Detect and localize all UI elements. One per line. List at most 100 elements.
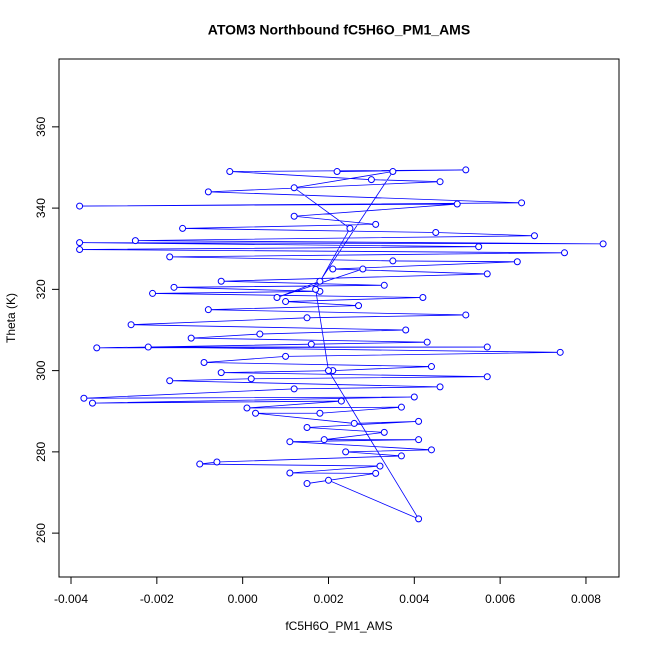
- y-tick-label: 360: [34, 117, 48, 137]
- x-tick-label: 0.004: [399, 592, 429, 606]
- data-point: [303, 480, 311, 488]
- x-tick-label: 0.002: [313, 592, 343, 606]
- data-point: [286, 469, 294, 477]
- data-point: [483, 373, 491, 381]
- data-point: [376, 462, 384, 470]
- data-point: [170, 283, 178, 291]
- data-point: [80, 394, 88, 402]
- data-point: [453, 200, 461, 208]
- data-point: [187, 334, 195, 342]
- data-point: [320, 436, 328, 444]
- data-point: [342, 448, 350, 456]
- data-point: [204, 306, 212, 314]
- data-point: [518, 199, 526, 207]
- data-point: [256, 330, 264, 338]
- chart-title: ATOM3 Northbound fC5H6O_PM1_AMS: [208, 22, 470, 38]
- data-point: [599, 240, 607, 248]
- y-tick-label: 280: [34, 442, 48, 462]
- data-point: [367, 176, 375, 184]
- y-tick-label: 260: [34, 523, 48, 543]
- data-point: [303, 423, 311, 431]
- data-point: [419, 293, 427, 301]
- data-point: [217, 369, 225, 377]
- data-point: [131, 237, 139, 245]
- data-point: [402, 326, 410, 334]
- x-tick-label: -0.004: [54, 592, 88, 606]
- x-tick-label: 0.000: [228, 592, 258, 606]
- x-tick-label: -0.002: [140, 592, 174, 606]
- data-point: [350, 419, 358, 427]
- data-point: [303, 314, 311, 322]
- data-point: [127, 321, 135, 329]
- data-point: [76, 246, 84, 254]
- data-point: [282, 352, 290, 360]
- data-point: [252, 409, 260, 417]
- data-point: [380, 281, 388, 289]
- data-point: [483, 343, 491, 351]
- data-point: [372, 469, 380, 477]
- data-point: [329, 265, 337, 273]
- data-point: [316, 277, 324, 285]
- data-point: [530, 232, 538, 240]
- data-point: [410, 393, 418, 401]
- data-point: [415, 417, 423, 425]
- data-point: [324, 476, 332, 484]
- data-point: [144, 343, 152, 351]
- data-point: [282, 298, 290, 306]
- data-point: [286, 438, 294, 446]
- data-point: [217, 277, 225, 285]
- data-point: [179, 224, 187, 232]
- data-point: [76, 202, 84, 210]
- data-point: [337, 397, 345, 405]
- data-point: [243, 404, 251, 412]
- data-point: [166, 253, 174, 261]
- data-point: [204, 188, 212, 196]
- data-point: [88, 399, 96, 407]
- data-point: [247, 375, 255, 383]
- data-point: [324, 367, 332, 375]
- data-point: [436, 178, 444, 186]
- data-point: [213, 458, 221, 466]
- data-point: [415, 515, 423, 523]
- data-point: [372, 220, 380, 228]
- data-point: [290, 385, 298, 393]
- y-tick-label: 320: [34, 279, 48, 299]
- y-tick-label: 340: [34, 198, 48, 218]
- x-axis-label: fC5H6O_PM1_AMS: [285, 619, 392, 633]
- data-point: [307, 340, 315, 348]
- y-tick-label: 300: [34, 360, 48, 380]
- data-point: [513, 258, 521, 266]
- data-point: [380, 428, 388, 436]
- data-point: [556, 348, 564, 356]
- data-point: [226, 168, 234, 176]
- data-point: [561, 249, 569, 257]
- data-point: [346, 224, 354, 232]
- data-point: [273, 293, 281, 301]
- data-point: [333, 168, 341, 176]
- data-point: [389, 168, 397, 176]
- data-point: [427, 363, 435, 371]
- data-point: [475, 243, 483, 251]
- plot-frame: [58, 58, 620, 578]
- y-axis-label: Theta (K): [4, 293, 18, 343]
- data-point: [462, 311, 470, 319]
- data-point: [93, 344, 101, 352]
- data-point: [415, 436, 423, 444]
- x-tick-label: 0.008: [571, 592, 601, 606]
- data-point: [397, 403, 405, 411]
- data-point: [196, 460, 204, 468]
- data-point: [436, 383, 444, 391]
- data-point: [166, 377, 174, 385]
- data-point: [200, 358, 208, 366]
- data-point: [290, 212, 298, 220]
- data-point: [359, 265, 367, 273]
- data-point: [312, 285, 320, 293]
- data-point: [316, 409, 324, 417]
- data-point: [427, 446, 435, 454]
- data-point: [149, 289, 157, 297]
- data-point: [462, 166, 470, 174]
- x-tick-label: 0.006: [485, 592, 515, 606]
- data-point: [76, 239, 84, 247]
